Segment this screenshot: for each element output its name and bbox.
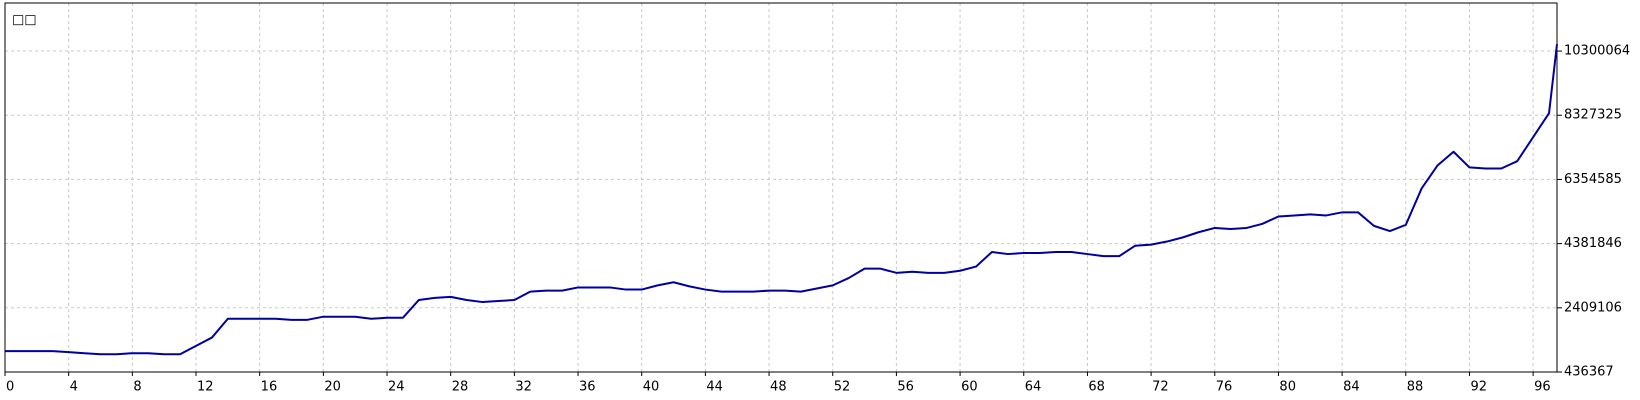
x-tick-label: 36 [579, 380, 596, 395]
y-tick-label: 436367 [1564, 365, 1614, 380]
x-tick-label: 0 [6, 380, 14, 395]
x-tick-label: 92 [1470, 380, 1487, 395]
x-tick-label: 12 [197, 380, 214, 395]
x-tick-label: 68 [1088, 380, 1105, 395]
line [5, 44, 1558, 356]
x-tick-label: 60 [961, 380, 978, 395]
y-tick-label: 4381846 [1564, 236, 1622, 251]
x-tick-label: 44 [706, 380, 723, 395]
x-tick-label: 76 [1216, 380, 1233, 395]
x-tick-label: 52 [834, 380, 851, 395]
x-tick-label: 48 [770, 380, 787, 395]
chart-title: □□ [12, 13, 37, 28]
x-tick-label: 20 [324, 380, 341, 395]
x-tick-label: 80 [1279, 380, 1296, 395]
y-tick-label: 6354585 [1564, 172, 1622, 187]
x-tick-label: 40 [643, 380, 660, 395]
plot-border [4, 2, 1558, 373]
y-tick-label: 8327325 [1564, 108, 1622, 123]
x-tick-label: 88 [1407, 380, 1424, 395]
x-tick-label: 84 [1343, 380, 1360, 395]
y-tick-label: 10300064 [1564, 44, 1630, 59]
y-tick-label: 2409106 [1564, 300, 1622, 315]
x-tick-label: 96 [1534, 380, 1551, 395]
x-tick-label: 72 [1152, 380, 1169, 395]
x-tick-label: 28 [452, 380, 469, 395]
x-tick-label: 64 [1025, 380, 1042, 395]
x-tick-label: 8 [133, 380, 141, 395]
x-tick-label: 32 [515, 380, 532, 395]
x-tick-label: 16 [261, 380, 278, 395]
x-tick-label: 56 [897, 380, 914, 395]
x-tick-label: 24 [388, 380, 405, 395]
x-tick-label: 4 [70, 380, 78, 395]
